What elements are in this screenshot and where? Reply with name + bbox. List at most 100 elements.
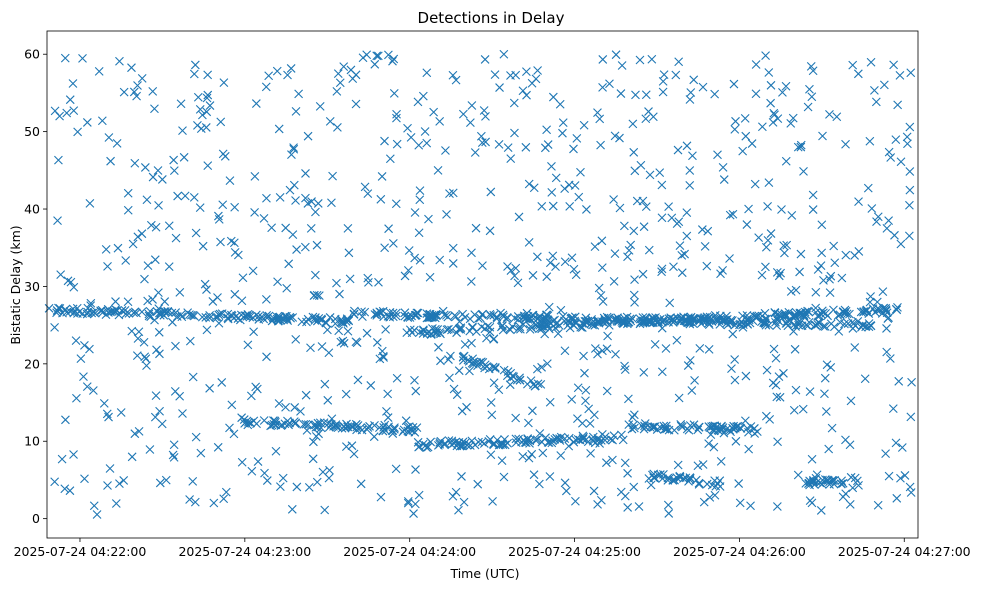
scatter-point xyxy=(531,381,540,391)
scatter-point xyxy=(294,89,304,99)
scatter-point xyxy=(680,249,689,259)
scatter-point xyxy=(50,106,60,116)
scatter-point xyxy=(106,307,115,317)
scatter-point xyxy=(142,361,151,371)
scatter-point xyxy=(694,478,704,488)
scatter-point xyxy=(351,337,361,347)
scatter-point xyxy=(457,472,466,481)
scatter-point xyxy=(323,395,333,405)
scatter-point xyxy=(760,314,770,324)
scatter-point xyxy=(529,183,539,193)
scatter-point xyxy=(903,139,912,149)
scatter-point xyxy=(537,202,547,211)
scatter-point xyxy=(189,192,199,202)
scatter-point xyxy=(383,413,393,422)
scatter-point xyxy=(535,311,545,321)
scatter-point xyxy=(85,199,95,208)
scatter-point xyxy=(422,68,432,78)
scatter-point xyxy=(533,66,542,75)
scatter-point xyxy=(467,338,476,348)
scatter-point xyxy=(358,312,367,321)
scatter-point xyxy=(521,142,531,152)
scatter-point xyxy=(132,308,141,318)
scatter-point xyxy=(76,354,86,364)
scatter-point xyxy=(884,471,894,481)
scatter-point xyxy=(410,375,419,385)
scatter-point xyxy=(445,189,454,199)
scatter-point xyxy=(196,448,206,458)
scatter-point xyxy=(786,118,796,128)
scatter-point xyxy=(200,279,210,289)
scatter-point xyxy=(793,142,803,152)
scatter-point xyxy=(586,449,595,458)
scatter-point xyxy=(795,267,804,277)
scatter-point xyxy=(882,324,891,333)
scatter-point xyxy=(451,75,461,85)
scatter-point xyxy=(733,421,743,431)
scatter-point xyxy=(544,302,554,312)
scatter-point xyxy=(415,186,425,196)
scatter-point xyxy=(846,396,856,406)
scatter-point xyxy=(722,314,732,324)
scatter-point xyxy=(142,195,152,205)
scatter-point xyxy=(425,272,435,282)
scatter-point xyxy=(863,183,873,193)
scatter-point xyxy=(127,63,136,73)
scatter-point xyxy=(249,327,259,337)
scatter-point xyxy=(235,315,245,325)
scatter-point xyxy=(718,266,727,275)
scatter-point xyxy=(860,374,870,384)
scatter-point xyxy=(623,468,632,478)
scatter-point xyxy=(660,424,670,434)
scatter-point xyxy=(788,113,798,123)
scatter-point xyxy=(734,479,744,488)
scatter-point xyxy=(663,500,673,510)
scatter-point xyxy=(308,454,318,464)
scatter-point xyxy=(148,295,157,304)
scatter-point xyxy=(50,323,59,332)
scatter-point xyxy=(233,250,243,260)
scatter-point xyxy=(674,393,684,403)
scatter-point xyxy=(157,419,167,429)
scatter-point xyxy=(128,239,138,249)
scatter-point xyxy=(277,420,287,430)
scatter-point xyxy=(205,383,215,393)
scatter-point xyxy=(384,224,393,234)
scatter-point xyxy=(634,502,644,511)
scatter-point xyxy=(620,361,629,371)
chart-title: Detections in Delay xyxy=(418,9,565,27)
scatter-point xyxy=(403,123,412,133)
scatter-point xyxy=(629,410,639,420)
scatter-point xyxy=(336,318,346,327)
scatter-point xyxy=(894,376,904,386)
scatter-point xyxy=(44,303,54,313)
scatter-point xyxy=(682,141,692,151)
scatter-point xyxy=(609,195,619,204)
scatter-point xyxy=(127,452,137,462)
scatter-point xyxy=(454,505,463,515)
scatter-point xyxy=(421,440,431,450)
scatter-point xyxy=(667,213,677,223)
scatter-point xyxy=(414,442,423,452)
scatter-point xyxy=(896,239,906,249)
scatter-point xyxy=(593,108,602,118)
scatter-point xyxy=(103,262,112,271)
scatter-point xyxy=(225,423,234,433)
scatter-point xyxy=(148,86,158,96)
scatter-point xyxy=(545,397,555,407)
scatter-point xyxy=(313,418,323,428)
scatter-point xyxy=(102,409,112,419)
scatter-point xyxy=(155,478,165,488)
scatter-point xyxy=(426,437,436,447)
scatter-point xyxy=(524,453,534,463)
scatter-point xyxy=(878,287,888,297)
scatter-point xyxy=(664,509,674,518)
scatter-point xyxy=(303,131,313,141)
scatter-point xyxy=(357,425,367,435)
scatter-point xyxy=(82,118,92,127)
scatter-point xyxy=(332,86,342,96)
scatter-point xyxy=(816,506,826,515)
scatter-point xyxy=(151,391,161,400)
scatter-point xyxy=(579,351,588,361)
scatter-point xyxy=(598,297,608,306)
